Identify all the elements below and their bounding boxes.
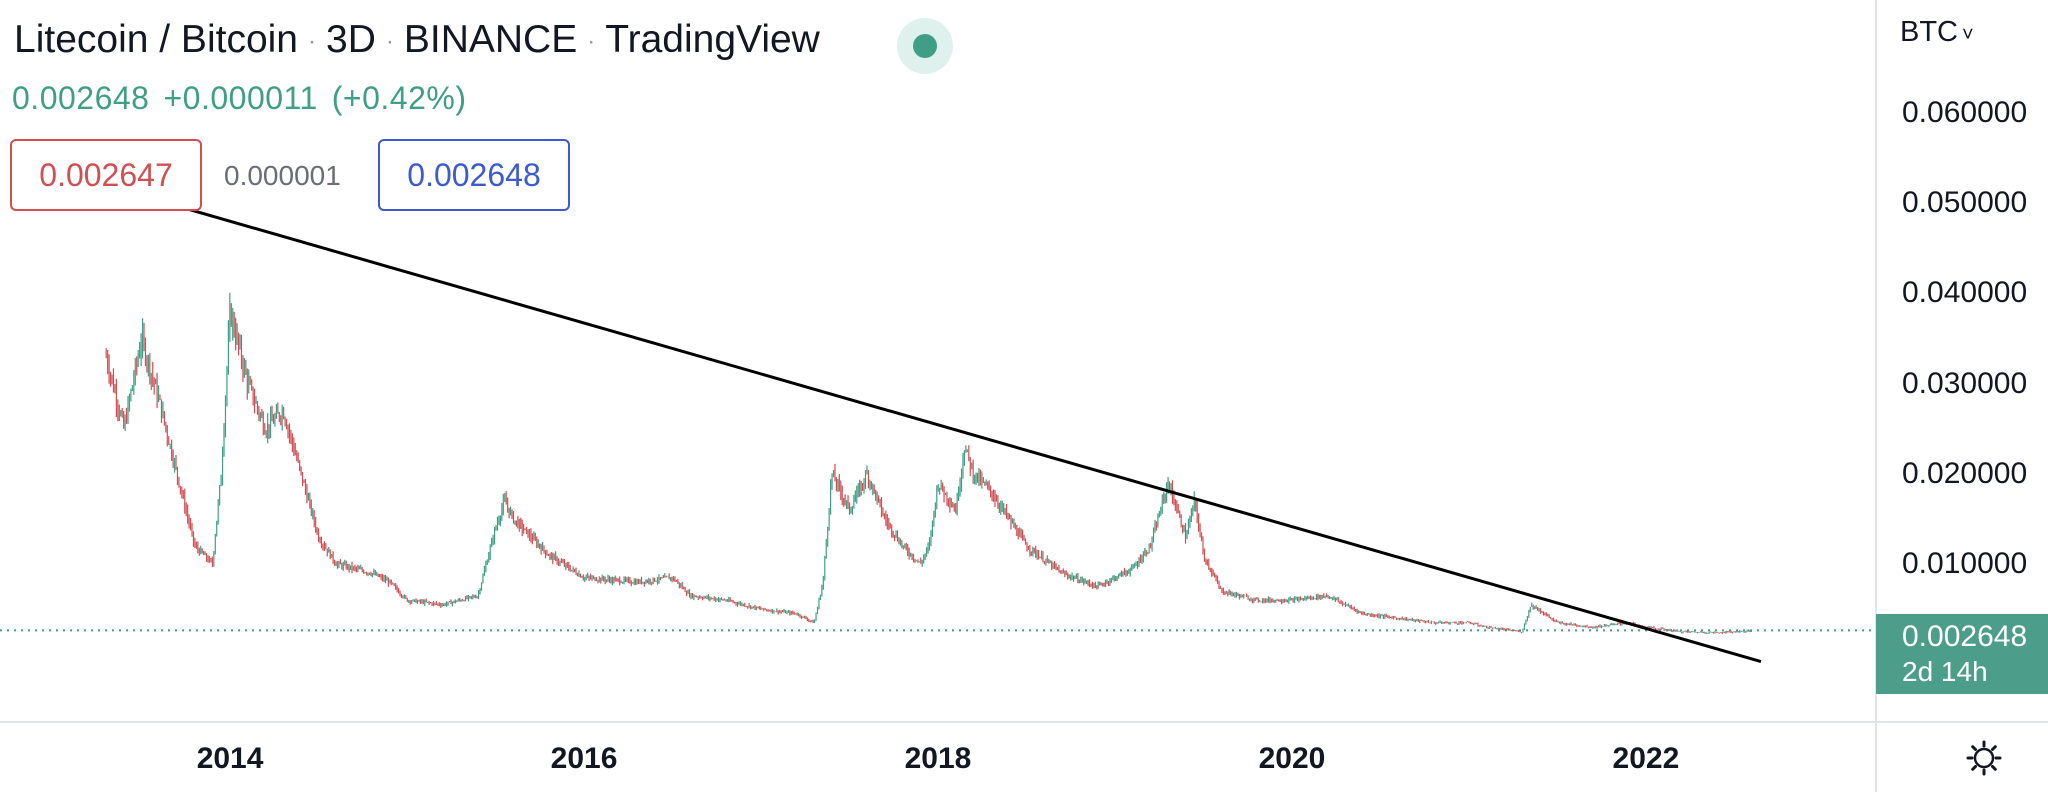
buy-button[interactable]: 0.002648 [378, 139, 570, 211]
live-status-dot [913, 34, 937, 58]
currency-label: BTC [1900, 16, 1958, 48]
y-tick-label: 0.030000 [1902, 366, 2028, 400]
price-change-percent: (+0.42%) [331, 80, 467, 116]
trendline-drawing[interactable] [88, 179, 1762, 663]
price-change: +0.000011 [163, 80, 318, 116]
gear-icon[interactable] [1966, 740, 2002, 776]
x-tick-label: 2014 [196, 742, 264, 775]
interval[interactable]: 3D [326, 18, 376, 61]
symbol-header[interactable]: Litecoin / Bitcoin · 3D · BINANCE · TradingVie… [14, 18, 820, 62]
separator-dot: · [308, 27, 316, 55]
y-tick-label: 0.040000 [1902, 276, 2028, 310]
quote-line: 0.002648 +0.000011 (+0.42%) [12, 80, 480, 117]
live-status-icon[interactable] [897, 18, 953, 74]
y-tick-label: 0.020000 [1902, 456, 2028, 490]
x-tick-label: 2018 [904, 742, 972, 775]
chevron-down-icon: ˅ [1962, 24, 1974, 46]
x-tick-label: 2016 [550, 742, 618, 775]
last-price: 0.002648 [12, 80, 150, 116]
separator-dot: · [587, 27, 596, 55]
current-price-label: 0.002648 [1902, 620, 2028, 653]
symbol-name[interactable]: Litecoin / Bitcoin [14, 18, 298, 61]
y-tick-label: 0.010000 [1902, 547, 2028, 581]
bar-countdown: 2d 14h [1902, 656, 1988, 687]
exchange: BINANCE [403, 18, 578, 61]
current-price-tag: 0.002648 2d 14h [1876, 614, 2048, 694]
y-tick-label: 0.060000 [1902, 95, 2028, 129]
spread-value: 0.000001 [224, 160, 341, 191]
separator-dot: · [385, 27, 394, 55]
data-source: TradingView [605, 18, 820, 61]
x-tick-label: 2022 [1612, 742, 1680, 775]
currency-selector[interactable]: BTC ˅ [1900, 16, 1974, 49]
y-tick-label: 0.050000 [1902, 186, 2028, 220]
x-tick-label: 2020 [1258, 742, 1326, 775]
sell-button[interactable]: 0.002647 [10, 139, 202, 211]
